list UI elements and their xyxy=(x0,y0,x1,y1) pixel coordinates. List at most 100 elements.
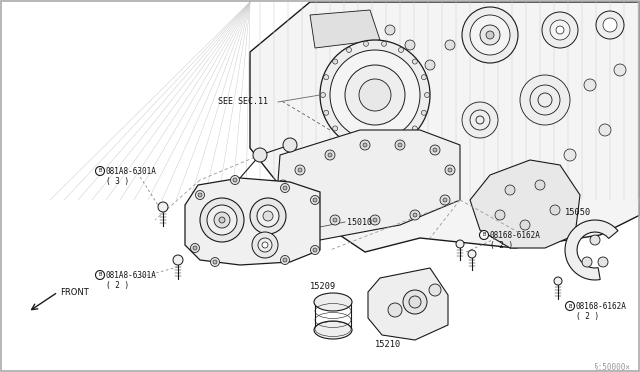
Circle shape xyxy=(219,217,225,223)
Circle shape xyxy=(410,210,420,220)
Circle shape xyxy=(429,284,441,296)
Circle shape xyxy=(283,138,297,152)
Circle shape xyxy=(364,144,369,149)
Text: SEE SEC.11: SEE SEC.11 xyxy=(218,97,268,106)
Text: §:50000×: §:50000× xyxy=(593,362,630,371)
Circle shape xyxy=(360,140,370,150)
Circle shape xyxy=(388,303,402,317)
Circle shape xyxy=(158,202,168,212)
Circle shape xyxy=(233,178,237,182)
Circle shape xyxy=(262,242,268,248)
Circle shape xyxy=(258,238,272,252)
Polygon shape xyxy=(368,268,448,340)
Circle shape xyxy=(278,180,288,190)
Circle shape xyxy=(520,75,570,125)
Circle shape xyxy=(313,198,317,202)
Text: B: B xyxy=(99,273,102,278)
Circle shape xyxy=(330,50,420,140)
Polygon shape xyxy=(185,178,320,265)
Circle shape xyxy=(346,48,351,52)
Circle shape xyxy=(381,144,387,149)
Circle shape xyxy=(535,180,545,190)
Circle shape xyxy=(198,193,202,197)
Circle shape xyxy=(529,164,541,176)
Circle shape xyxy=(313,248,317,252)
Circle shape xyxy=(373,218,377,222)
Circle shape xyxy=(421,75,426,80)
Circle shape xyxy=(321,93,326,97)
Circle shape xyxy=(405,40,415,50)
Ellipse shape xyxy=(314,293,352,311)
Circle shape xyxy=(173,255,183,265)
Circle shape xyxy=(370,215,380,225)
Circle shape xyxy=(550,20,570,40)
Text: B: B xyxy=(99,169,102,173)
Circle shape xyxy=(381,41,387,46)
Circle shape xyxy=(324,110,328,115)
Circle shape xyxy=(470,15,510,55)
Circle shape xyxy=(280,183,289,192)
Circle shape xyxy=(399,48,403,52)
Circle shape xyxy=(403,290,427,314)
Circle shape xyxy=(582,257,592,267)
Circle shape xyxy=(590,235,600,245)
Text: 15010: 15010 xyxy=(347,218,372,227)
Text: 08168-6162A: 08168-6162A xyxy=(490,231,541,240)
Circle shape xyxy=(448,168,452,172)
Circle shape xyxy=(398,143,402,147)
Circle shape xyxy=(263,211,273,221)
Polygon shape xyxy=(275,130,460,240)
Circle shape xyxy=(213,260,217,264)
Text: B: B xyxy=(568,304,572,308)
Circle shape xyxy=(325,150,335,160)
Circle shape xyxy=(324,75,328,80)
Text: ( 2 ): ( 2 ) xyxy=(576,312,599,321)
Circle shape xyxy=(345,65,405,125)
Circle shape xyxy=(412,59,417,64)
Text: ( 2 ): ( 2 ) xyxy=(490,241,513,250)
Polygon shape xyxy=(470,160,580,248)
Circle shape xyxy=(554,277,562,285)
Text: 15050: 15050 xyxy=(565,208,591,217)
Ellipse shape xyxy=(314,321,352,339)
Circle shape xyxy=(596,11,624,39)
Circle shape xyxy=(193,246,197,250)
Text: 081A8-6301A: 081A8-6301A xyxy=(106,271,157,280)
Circle shape xyxy=(599,124,611,136)
Polygon shape xyxy=(565,220,618,280)
Circle shape xyxy=(412,126,417,131)
Circle shape xyxy=(363,143,367,147)
Circle shape xyxy=(614,64,626,76)
Circle shape xyxy=(495,210,505,220)
Polygon shape xyxy=(250,2,640,252)
Circle shape xyxy=(413,213,417,217)
Text: 15210: 15210 xyxy=(375,340,401,349)
Circle shape xyxy=(470,110,490,130)
Circle shape xyxy=(424,93,429,97)
Circle shape xyxy=(281,183,285,187)
Circle shape xyxy=(283,258,287,262)
Circle shape xyxy=(479,231,488,240)
Circle shape xyxy=(230,176,239,185)
Circle shape xyxy=(505,185,515,195)
Text: ( 3 ): ( 3 ) xyxy=(106,177,129,186)
Circle shape xyxy=(333,59,338,64)
Circle shape xyxy=(195,190,205,199)
Circle shape xyxy=(425,60,435,70)
Circle shape xyxy=(200,198,244,242)
Circle shape xyxy=(298,203,302,207)
Circle shape xyxy=(295,165,305,175)
Circle shape xyxy=(328,153,332,157)
Text: 08168-6162A: 08168-6162A xyxy=(576,302,627,311)
Circle shape xyxy=(191,244,200,253)
Circle shape xyxy=(456,240,464,248)
Circle shape xyxy=(480,25,500,45)
Circle shape xyxy=(207,205,237,235)
Text: B: B xyxy=(483,232,486,237)
Circle shape xyxy=(542,12,578,48)
Circle shape xyxy=(566,301,575,311)
Circle shape xyxy=(556,26,564,34)
Circle shape xyxy=(399,138,403,142)
Circle shape xyxy=(421,110,426,115)
Circle shape xyxy=(603,18,617,32)
